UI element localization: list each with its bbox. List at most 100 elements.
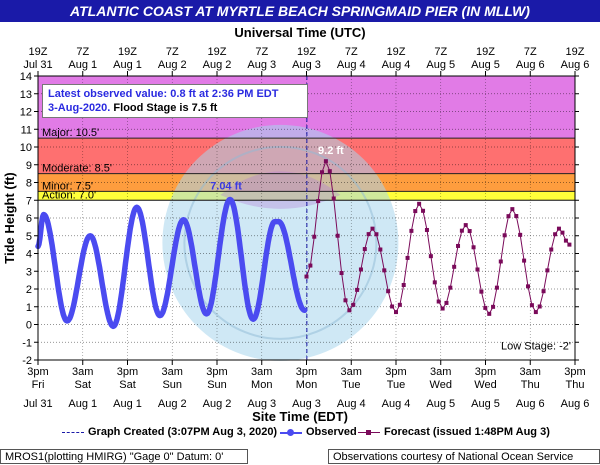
- watermark-bird: [220, 171, 341, 209]
- observed-point: [210, 290, 216, 296]
- chart-title: ATLANTIC COAST AT MYRTLE BEACH SPRINGMAI…: [0, 0, 600, 22]
- watermark-disc: [162, 124, 399, 361]
- forecast-point: [374, 232, 379, 237]
- forecast-point: [491, 304, 496, 309]
- y-tick-label: 3: [26, 266, 32, 278]
- top-tick-time: 7Z: [345, 46, 358, 58]
- legend-observed-label: Observed: [306, 426, 357, 438]
- observed-point: [73, 294, 78, 299]
- top-tick-date: Aug 4: [337, 59, 366, 71]
- y-tick-label: 9: [26, 160, 32, 172]
- x-tick-time: 3pm: [27, 366, 48, 378]
- observed-point: [253, 312, 259, 318]
- top-tick-time: 7Z: [255, 46, 268, 58]
- forecast-point: [483, 305, 488, 310]
- observed-point: [233, 213, 239, 219]
- forecast-point: [308, 263, 313, 268]
- footer-datum: MROS1(plotting HMIRG) "Gage 0" Datum: 0': [0, 449, 248, 464]
- observed-point: [46, 226, 52, 232]
- forecast-point: [378, 247, 383, 252]
- observed-point: [287, 253, 293, 259]
- observed-point: [195, 284, 201, 290]
- observed-point: [106, 315, 112, 321]
- x-tick-time: 3pm: [385, 366, 406, 378]
- forecast-point: [514, 214, 519, 219]
- observed-point: [80, 253, 86, 258]
- forecast-point: [327, 169, 332, 174]
- observed-point: [186, 230, 192, 235]
- observed-point: [93, 245, 99, 251]
- forecast-point: [549, 247, 554, 252]
- forecast-point: [498, 259, 503, 264]
- observed-point: [279, 223, 285, 229]
- x-tick-time: 3pm: [564, 366, 585, 378]
- x-tick-day: Tue: [387, 379, 406, 391]
- forecast-point: [545, 268, 550, 273]
- forecast-point: [440, 306, 445, 311]
- observed-point: [84, 238, 89, 244]
- forecast-point: [463, 223, 468, 228]
- noaa-watermark: [162, 124, 399, 361]
- y-tick-label: -2: [22, 355, 32, 367]
- observed-point: [54, 275, 60, 281]
- observed-point: [126, 232, 132, 238]
- x-tick-time: 3pm: [475, 366, 496, 378]
- top-tick-date: Aug 1: [68, 59, 97, 71]
- x-tick-time: 3am: [162, 366, 183, 378]
- observed-point: [119, 289, 125, 295]
- observed-point: [115, 312, 121, 318]
- observed-point: [69, 310, 75, 316]
- forecast-point: [424, 227, 429, 232]
- observed-point: [262, 258, 268, 263]
- flood-label-action: Action: 7.0': [42, 189, 96, 201]
- forecast-point: [428, 254, 433, 259]
- forecast-point: [382, 268, 387, 273]
- observed-point: [141, 230, 147, 235]
- top-tick-date: Aug 4: [382, 59, 411, 71]
- observed-point: [216, 250, 222, 256]
- observed-point: [162, 304, 168, 309]
- forecast-point: [417, 201, 422, 206]
- forecast-point: [386, 289, 391, 294]
- observed-point: [58, 299, 63, 305]
- forecast-point: [475, 267, 480, 272]
- observed-point: [100, 287, 106, 292]
- observed-point: [261, 271, 266, 277]
- observed-point: [197, 294, 203, 300]
- observed-point: [138, 211, 143, 217]
- forecast-point: [362, 247, 367, 252]
- top-tick-date: Aug 2: [158, 59, 187, 71]
- y-tick-label: 12: [20, 107, 32, 119]
- forecast-point: [553, 232, 558, 237]
- forecast-point: [456, 243, 461, 248]
- y-tick-label: 13: [20, 89, 32, 101]
- legend-created-icon: [62, 432, 84, 433]
- top-tick-time: 7Z: [166, 46, 179, 58]
- x-tick-day: Mon: [251, 379, 272, 391]
- observed-point: [242, 282, 248, 288]
- observed-point: [294, 291, 300, 296]
- x-tick-day: Tue: [342, 379, 361, 391]
- y-tick-label: 2: [26, 284, 32, 296]
- forecast-point: [448, 285, 453, 290]
- observed-point: [145, 255, 151, 261]
- forecast-point: [560, 230, 565, 235]
- latest-observed-line1: Latest observed value: 0.8 ft at 2:36 PM…: [48, 88, 279, 100]
- observed-point: [192, 261, 197, 267]
- observed-point: [37, 236, 43, 241]
- legend-forecast-dot: [366, 430, 371, 435]
- x-axis-title: Site Time (EDT): [252, 409, 348, 424]
- top-tick-date: Aug 5: [471, 59, 500, 71]
- observed-point: [175, 230, 181, 236]
- observed-point: [39, 220, 45, 225]
- observed-point: [259, 284, 265, 290]
- forecast-point: [343, 298, 348, 303]
- observed-point: [166, 285, 171, 291]
- observed-point: [214, 265, 220, 270]
- x-tick-date: Aug 5: [471, 398, 500, 410]
- observed-point: [44, 218, 50, 224]
- observed-point: [264, 245, 270, 251]
- forecast-point: [413, 209, 418, 214]
- observed-point: [212, 278, 218, 284]
